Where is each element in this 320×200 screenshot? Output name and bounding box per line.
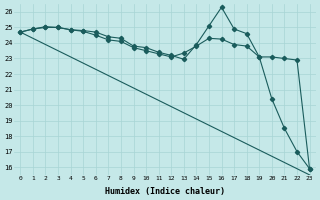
X-axis label: Humidex (Indice chaleur): Humidex (Indice chaleur) (105, 187, 225, 196)
